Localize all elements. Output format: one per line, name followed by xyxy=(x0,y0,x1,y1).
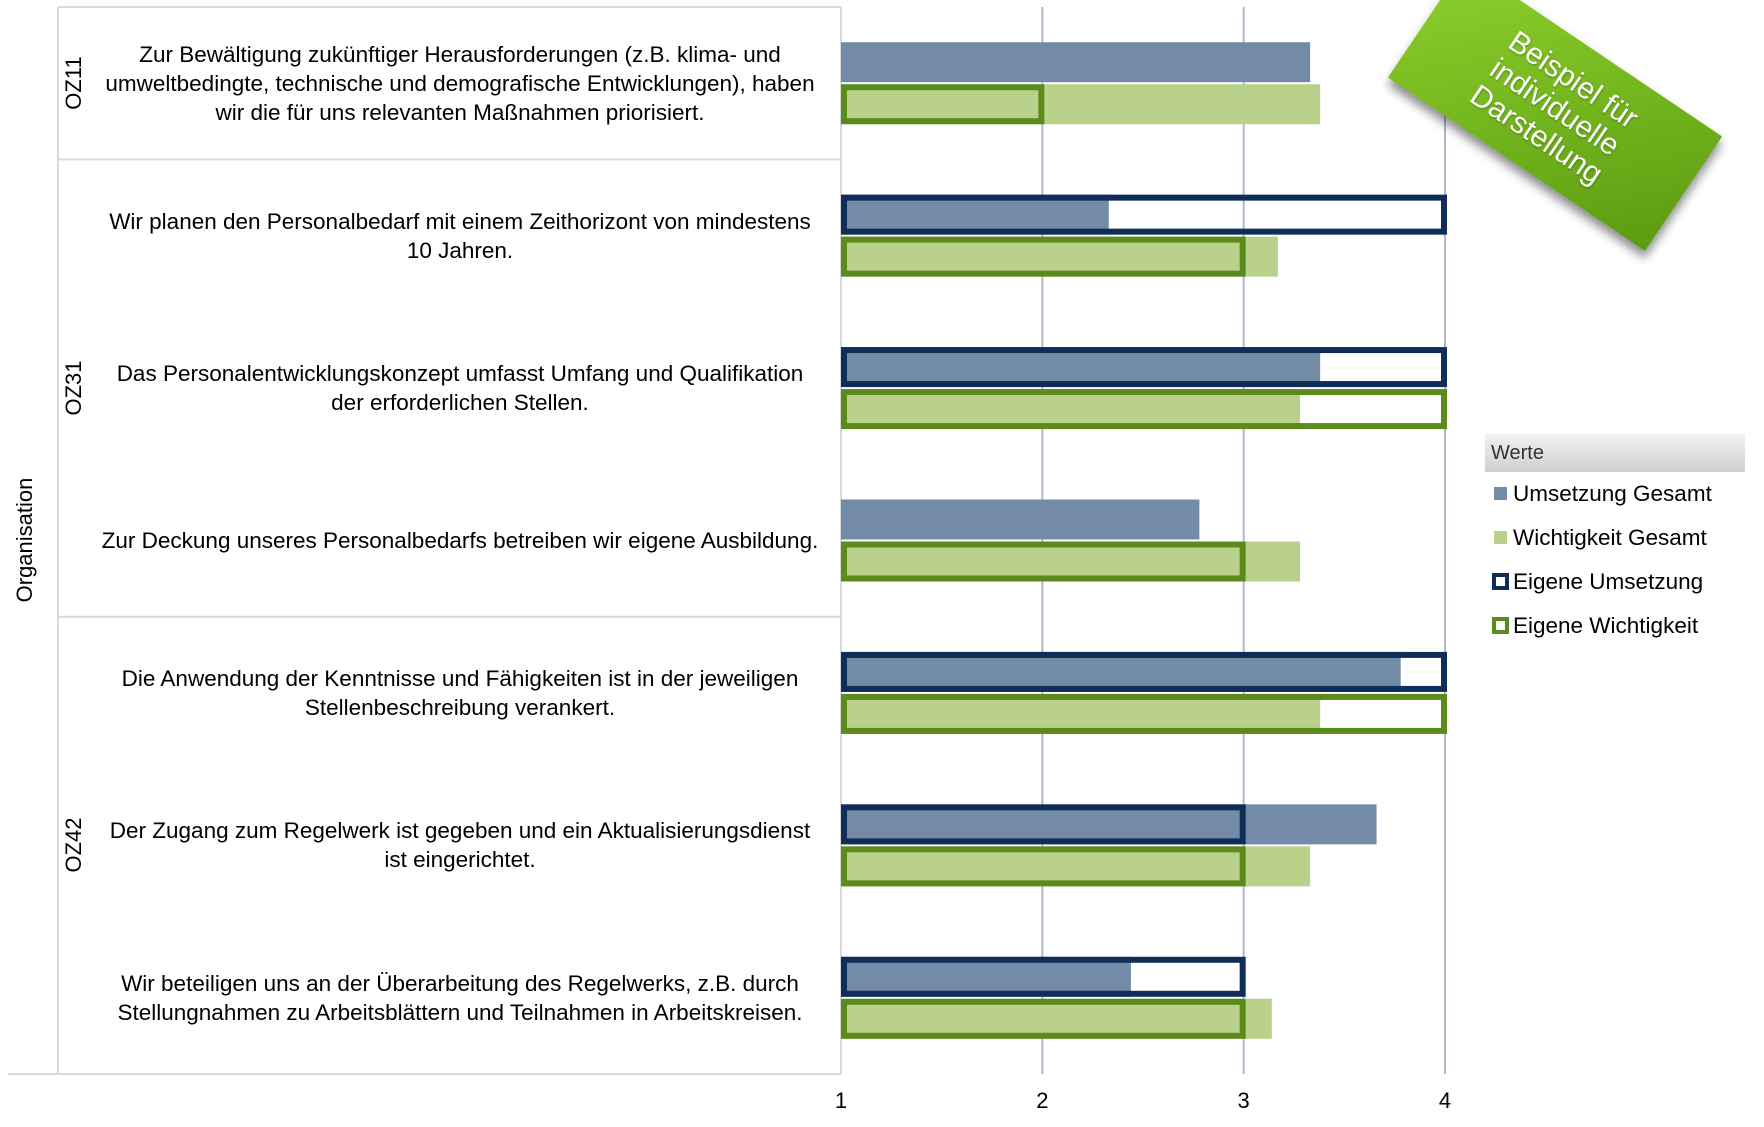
bar-umsetzung-gesamt xyxy=(841,499,1200,540)
bar-wichtigkeit-gesamt xyxy=(841,389,1301,430)
group-label: OZ11 xyxy=(61,56,86,110)
legend-item: Wichtigkeit Gesamt xyxy=(1485,516,1745,560)
x-tick-label: 3 xyxy=(1237,1088,1250,1113)
bar-wichtigkeit-gesamt xyxy=(841,236,1278,277)
x-tick-label: 4 xyxy=(1438,1088,1452,1113)
chart-frame xyxy=(8,6,842,1075)
bars xyxy=(841,42,1447,1039)
legend-swatch xyxy=(1494,487,1507,500)
bar-eigene-wichtigkeit xyxy=(841,693,1447,734)
gridlines xyxy=(1041,7,1446,1074)
category-label: Der Zugang zum Regelwerk ist gegeben und… xyxy=(109,818,811,873)
group-label: OZ42 xyxy=(61,817,86,873)
bar-umsetzung-gesamt xyxy=(841,42,1311,83)
bar-eigene-wichtigkeit xyxy=(841,389,1447,430)
bar-eigene-umsetzung xyxy=(841,194,1447,235)
x-tick-label: 2 xyxy=(1036,1088,1049,1113)
bar-eigene-umsetzung xyxy=(841,804,1246,845)
legend-swatch xyxy=(1492,573,1509,590)
legend-label: Wichtigkeit Gesamt xyxy=(1513,525,1707,550)
bar-umsetzung-gesamt xyxy=(841,804,1377,845)
category-label: Zur Deckung unseres Personalbedarfs betr… xyxy=(101,528,819,553)
category-label: Wir beteiligen uns an der Überarbeitung … xyxy=(117,970,803,1025)
bar-wichtigkeit-gesamt xyxy=(841,541,1301,582)
bar-wichtigkeit-gesamt xyxy=(841,84,1321,125)
bar-umsetzung-gesamt xyxy=(841,347,1321,388)
bar-eigene-wichtigkeit xyxy=(841,236,1246,277)
bar-eigene-wichtigkeit xyxy=(841,84,1045,125)
bar-wichtigkeit-gesamt xyxy=(841,693,1321,734)
bar-eigene-wichtigkeit xyxy=(841,846,1246,887)
bar-umsetzung-gesamt xyxy=(841,194,1109,235)
category-label: Wir planen den Personalbedarf mit einem … xyxy=(109,208,811,263)
legend-title: Werte xyxy=(1485,434,1745,472)
legend-item: Eigene Umsetzung xyxy=(1485,560,1745,604)
legend-item: Eigene Wichtigkeit xyxy=(1485,604,1745,648)
axis-label: Organisation xyxy=(12,477,37,603)
bar-eigene-umsetzung xyxy=(841,956,1246,997)
bar-umsetzung-gesamt xyxy=(841,956,1131,997)
bar-eigene-umsetzung xyxy=(841,651,1447,692)
legend-swatch xyxy=(1494,531,1507,544)
bar-wichtigkeit-gesamt xyxy=(841,846,1311,887)
bar-umsetzung-gesamt xyxy=(841,651,1401,692)
category-label: Zur Bewältigung zukünftiger Herausforder… xyxy=(105,41,815,125)
bar-eigene-umsetzung xyxy=(841,347,1447,388)
bar-eigene-wichtigkeit xyxy=(841,541,1246,582)
legend-label: Eigene Umsetzung xyxy=(1513,569,1704,594)
legend-swatch xyxy=(1492,617,1509,634)
x-tick-label: 1 xyxy=(834,1088,848,1113)
category-label: Die Anwendung der Kenntnisse und Fähigke… xyxy=(121,665,799,720)
group-label: OZ31 xyxy=(61,360,86,416)
bar-wichtigkeit-gesamt xyxy=(841,998,1272,1039)
legend-label: Eigene Wichtigkeit xyxy=(1513,613,1699,638)
legend: Werte Umsetzung Gesamt Wichtigkeit Gesamt… xyxy=(1485,434,1745,648)
legend-label: Umsetzung Gesamt xyxy=(1513,481,1712,506)
bar-eigene-wichtigkeit xyxy=(841,998,1246,1039)
legend-item: Umsetzung Gesamt xyxy=(1485,472,1745,516)
category-label: Das Personalentwicklungskonzept umfasst … xyxy=(116,361,804,416)
